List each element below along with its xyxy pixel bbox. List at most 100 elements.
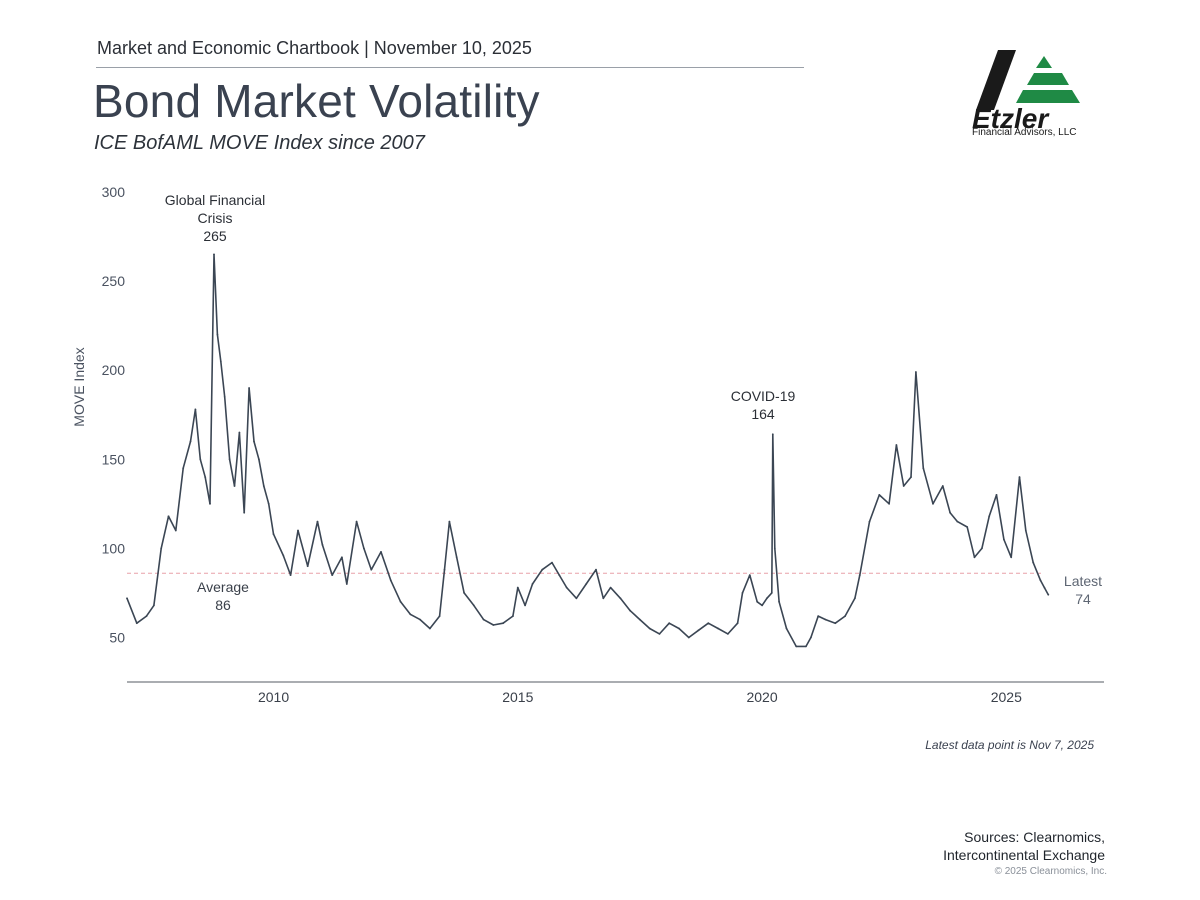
series-point [956, 520, 959, 523]
series-point [262, 485, 265, 487]
x-tick-label: 2020 [746, 689, 777, 705]
series-point [316, 520, 319, 523]
annotation-global-financial-crisis-line: Crisis [198, 210, 233, 226]
series-point [966, 526, 969, 528]
series-point [448, 520, 451, 523]
series-point [219, 360, 222, 363]
series-point [194, 408, 197, 411]
series-point [380, 551, 382, 553]
series-point [502, 622, 504, 625]
series-point [785, 627, 788, 630]
series-point [854, 597, 856, 600]
series-point [248, 387, 251, 389]
series-point [981, 547, 983, 550]
series-point [1018, 476, 1021, 478]
series-point [973, 556, 976, 559]
latest-data-note: Latest data point is Nov 7, 2025 [925, 738, 1094, 752]
series-point [629, 609, 632, 612]
y-tick-label: 200 [102, 362, 126, 378]
x-tick-label: 2025 [991, 689, 1022, 705]
logo-tier-middle [1027, 73, 1069, 85]
series-point [306, 565, 309, 568]
series-point [949, 511, 951, 514]
series-point [668, 622, 671, 625]
sources-line-2: Intercontinental Exchange [943, 847, 1105, 863]
y-axis-tick-labels: 50 100 150 200 250 300 [102, 184, 126, 645]
annotation-average-line: Average [197, 579, 249, 595]
move-index-series-line [126, 253, 1050, 648]
series-point [135, 622, 138, 625]
series-point [182, 467, 185, 470]
series-point [199, 458, 202, 461]
chart-annotations: Global Financial Crisis 265 COVID-19 164 Aver… [165, 192, 1102, 613]
series-point [189, 440, 192, 443]
series-point [443, 568, 446, 571]
series-point [687, 636, 690, 639]
series-point [771, 433, 774, 436]
series-point [727, 633, 729, 635]
series-point [1032, 561, 1035, 564]
series-point [238, 431, 241, 434]
series-point [810, 636, 812, 639]
series-point [1024, 529, 1027, 532]
series-point [995, 494, 998, 496]
series-point [331, 574, 334, 576]
series-point [524, 604, 526, 607]
series-point [878, 494, 881, 496]
y-tick-label: 150 [102, 451, 126, 467]
series-point [988, 515, 991, 518]
series-point [915, 371, 917, 373]
logo-slash-icon [976, 50, 1016, 110]
series-point [267, 502, 270, 505]
series-point [932, 502, 934, 505]
series-point [167, 515, 170, 518]
series-point [805, 645, 807, 648]
series-point [619, 597, 622, 600]
series-point [228, 458, 231, 461]
series-point [438, 615, 441, 617]
series-point [531, 583, 534, 585]
logo-tier-top [1036, 56, 1052, 68]
series-point [648, 627, 651, 630]
series-point [174, 529, 177, 532]
series-point [282, 554, 285, 557]
series-point [868, 520, 871, 523]
annotation-latest-line: 74 [1075, 591, 1091, 607]
x-axis-tick-labels: 2010 2015 2020 2025 [258, 689, 1022, 705]
series-point [707, 622, 710, 625]
series-point [895, 444, 898, 446]
series-point [419, 618, 421, 621]
series-point [922, 467, 925, 470]
series-point [858, 574, 861, 576]
series-point [1043, 586, 1046, 589]
series-point [795, 645, 798, 648]
sources-credit: Sources: Clearnomics, Intercontinental E… [943, 828, 1105, 864]
logo-caption: Financial Advisors, LLC [972, 127, 1077, 138]
series-point [595, 568, 597, 571]
series-point [289, 574, 292, 576]
page-subtitle: ICE BofAML MOVE Index since 2007 [94, 132, 425, 154]
series-point [585, 583, 588, 585]
series-point [902, 485, 905, 487]
series-point [363, 547, 365, 550]
logo-wordmark: Etzler [972, 103, 1050, 134]
y-tick-label: 50 [109, 629, 125, 645]
series-point [399, 600, 402, 603]
series-point [355, 520, 358, 523]
series-point [551, 561, 553, 564]
series-point [941, 485, 944, 487]
series-point [639, 618, 641, 621]
series-point [834, 622, 837, 625]
sources-line-1: Sources: Clearnomics, [964, 829, 1105, 845]
series-point [778, 600, 780, 603]
series-point [770, 592, 773, 594]
move-index-chart: 50 100 150 200 250 300 MOVE Index 2010 2015 202… [71, 184, 1104, 705]
x-tick-label: 2015 [502, 689, 533, 705]
series-point [223, 396, 226, 398]
series-point [766, 597, 768, 600]
series-point [1010, 556, 1013, 559]
series-point [345, 583, 348, 585]
series-point [1039, 579, 1042, 582]
series-point [565, 586, 568, 589]
series-point [736, 622, 739, 625]
